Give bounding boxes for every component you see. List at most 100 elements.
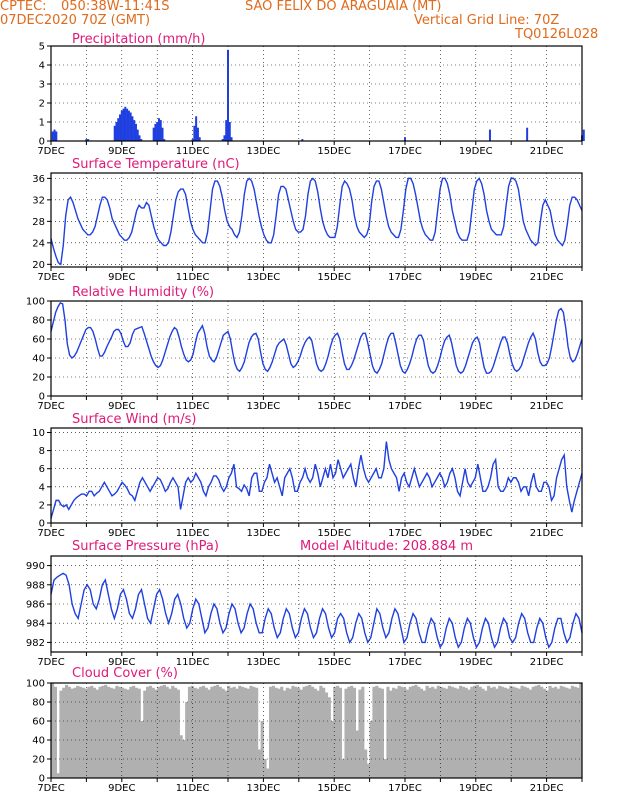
cloud-bar — [537, 684, 541, 778]
y-tick-label: 36 — [32, 174, 45, 185]
cloud-bar — [159, 685, 164, 778]
cloud-bar — [565, 687, 569, 778]
x-tick-label: 15DEC — [317, 783, 351, 794]
x-tick-label: 17DEC — [388, 657, 422, 668]
cloud-bar — [316, 690, 320, 778]
precip-bar — [223, 135, 226, 141]
precip-bar — [161, 127, 164, 141]
x-tick-label: 21DEC — [530, 657, 564, 668]
cloud-bar — [439, 686, 443, 778]
x-tick-label: 7DEC — [37, 528, 64, 539]
cloud-bar — [56, 773, 60, 778]
x-tick-label: 21DEC — [530, 528, 564, 539]
panel-frame — [50, 172, 583, 268]
x-tick-label: 19DEC — [459, 528, 493, 539]
y-tick-label: 100 — [26, 297, 45, 308]
x-tick-label: 13DEC — [247, 657, 281, 668]
cloud-bar — [106, 686, 111, 778]
cloud-bar — [540, 686, 544, 778]
cloud-bar — [59, 690, 63, 778]
precip-bar — [131, 116, 134, 141]
cloud-bar — [576, 687, 580, 778]
cloud-bar — [112, 688, 116, 778]
precip-bar — [51, 131, 54, 141]
cloud-bar — [542, 688, 547, 778]
cloud-bar — [495, 688, 499, 778]
panel-frame — [50, 555, 583, 653]
cloud-bar — [313, 688, 317, 778]
cloud-bar — [405, 689, 410, 778]
y-tick-label: 100 — [26, 679, 45, 690]
x-tick-label: 13DEC — [247, 146, 281, 157]
precip-bar — [136, 129, 139, 141]
cloud-bar — [157, 686, 161, 778]
cloud-bar — [213, 685, 217, 778]
cloud-bar — [478, 686, 482, 778]
cloud-bar — [104, 684, 108, 778]
cloud-bar — [473, 685, 477, 778]
cloud-bar — [366, 763, 370, 778]
cloud-bar — [282, 690, 287, 778]
precip-bar — [113, 125, 116, 141]
cloud-bar — [249, 685, 253, 778]
cloud-bar — [229, 687, 234, 778]
header-coords: 050:38W-11:41S — [61, 0, 170, 14]
series-line — [50, 302, 583, 375]
panel-frame — [50, 682, 583, 779]
precip-bar — [154, 123, 157, 141]
x-tick-label: 7DEC — [37, 401, 64, 412]
cloud-bar — [187, 686, 192, 778]
cloud-bar — [531, 686, 535, 778]
cloud-bar — [428, 687, 432, 778]
x-tick-label: 13DEC — [247, 783, 281, 794]
cloud-bar — [98, 686, 102, 778]
cloud-bar — [358, 689, 362, 778]
cloud-bar — [400, 686, 404, 778]
y-tick-label: 1 — [39, 118, 45, 129]
cloud-bar — [255, 687, 259, 778]
cloud-bar — [266, 768, 270, 778]
y-tick-label: 2 — [39, 500, 45, 511]
cloud-bar — [383, 759, 387, 778]
panel-title: Precipitation (mm/h) — [72, 32, 205, 47]
precip-bar — [120, 110, 123, 141]
cloud-bar — [352, 687, 357, 778]
cloud-bar — [140, 721, 144, 778]
cloud-bar — [579, 683, 583, 778]
precip-bar — [526, 127, 529, 141]
cloud-bar — [459, 685, 463, 778]
precip-bar — [488, 129, 491, 141]
cloud-bar — [391, 687, 396, 778]
cloud-bar — [425, 685, 429, 778]
x-tick-label: 15DEC — [317, 272, 351, 283]
cloud-bar — [570, 685, 575, 778]
x-tick-label: 17DEC — [388, 783, 422, 794]
y-tick-label: 10 — [32, 428, 45, 439]
cloud-bar — [51, 683, 55, 778]
cloud-bar — [512, 686, 516, 778]
cloud-bar — [285, 687, 289, 778]
cloud-bar — [76, 685, 80, 778]
panel-frame — [50, 300, 583, 397]
panel-frame — [50, 45, 583, 142]
cloud-bar — [70, 688, 74, 778]
y-tick-label: 80 — [32, 698, 45, 709]
cloud-bar — [92, 687, 97, 778]
cloud-bar — [408, 686, 412, 778]
x-tick-label: 9DEC — [108, 146, 135, 157]
cloud-bar — [417, 686, 421, 778]
cloud-bar — [484, 690, 488, 778]
precip-bar — [152, 127, 155, 141]
x-tick-label: 7DEC — [37, 272, 64, 283]
panel-frame — [50, 427, 583, 524]
precip-bar — [225, 120, 228, 141]
y-tick-label: 40 — [32, 736, 45, 747]
cloud-bar — [146, 686, 150, 778]
cloud-bar — [322, 687, 326, 778]
cloud-bar — [375, 685, 379, 778]
x-tick-label: 17DEC — [388, 146, 422, 157]
cloud-bar — [548, 685, 552, 778]
y-tick-label: 6 — [39, 464, 45, 475]
x-tick-label: 9DEC — [108, 401, 135, 412]
